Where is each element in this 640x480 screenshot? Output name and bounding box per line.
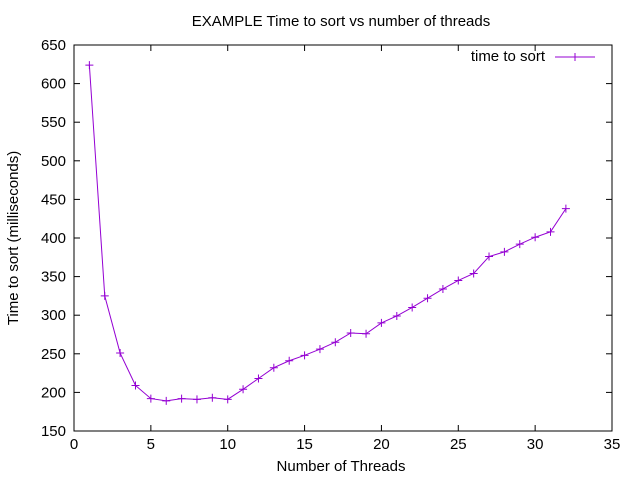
data-point-marker	[315, 345, 324, 354]
data-point-marker	[454, 276, 463, 285]
y-tick-label: 350	[41, 269, 66, 286]
chart-title: EXAMPLE Time to sort vs number of thread…	[192, 13, 490, 30]
legend-marker-sample	[571, 53, 579, 61]
data-point-marker	[177, 394, 186, 403]
legend-plus-marker	[571, 53, 579, 61]
data-point-marker	[162, 396, 171, 405]
series-layer	[85, 61, 570, 405]
data-point-marker	[423, 294, 432, 303]
data-point-marker	[285, 356, 294, 365]
data-point-marker	[362, 329, 371, 338]
y-axis-label: Time to sort (milliseconds)	[5, 151, 22, 325]
x-tick-label: 35	[604, 436, 621, 453]
data-point-marker	[223, 395, 232, 404]
y-tick-label: 300	[41, 307, 66, 324]
data-point-marker	[515, 240, 524, 249]
data-point-marker	[377, 318, 386, 327]
y-tick-label: 650	[41, 37, 66, 54]
data-point-marker	[438, 284, 447, 293]
plot-frame	[73, 44, 613, 432]
x-tick-label: 10	[219, 436, 236, 453]
data-point-marker	[531, 233, 540, 242]
data-point-marker	[85, 61, 94, 70]
data-point-marker	[561, 204, 570, 213]
x-tick-label: 0	[70, 436, 78, 453]
y-tick-label: 250	[41, 346, 66, 363]
data-point-marker	[485, 252, 494, 261]
data-point-marker	[254, 374, 263, 383]
series-line-time-to-sort	[88, 65, 567, 402]
data-point-marker	[192, 395, 201, 404]
y-tick-label: 450	[41, 191, 66, 208]
data-point-marker	[469, 269, 478, 278]
data-point-marker	[116, 349, 125, 358]
data-point-marker	[146, 394, 155, 403]
data-point-marker	[392, 311, 401, 320]
y-tick-label: 600	[41, 76, 66, 93]
x-axis: 0 5 10 15 20 25 30 35	[70, 45, 621, 453]
y-tick-label: 150	[41, 423, 66, 440]
data-point-marker	[239, 385, 248, 394]
x-tick-label: 30	[527, 436, 544, 453]
data-point-marker	[269, 363, 278, 372]
legend-entry-time-to-sort: time to sort	[471, 48, 546, 65]
x-tick-label: 25	[450, 436, 467, 453]
data-point-marker	[131, 381, 140, 390]
x-axis-label: Number of Threads	[277, 458, 406, 475]
x-tick-label: 20	[373, 436, 390, 453]
data-point-marker	[500, 247, 509, 256]
y-tick-label: 500	[41, 153, 66, 170]
y-tick-label: 200	[41, 384, 66, 401]
data-point-marker	[300, 351, 309, 360]
data-point-marker	[208, 393, 217, 402]
x-tick-label: 5	[147, 436, 155, 453]
data-point-marker	[331, 338, 340, 347]
legend: time to sort	[471, 48, 595, 65]
y-tick-label: 550	[41, 114, 66, 131]
data-point-marker	[346, 328, 355, 337]
y-tick-label: 400	[41, 230, 66, 247]
data-point-marker	[100, 291, 109, 300]
data-point-marker	[546, 227, 555, 236]
y-axis: 150 200 250 300 350 400 450 500 550 600 650	[41, 37, 612, 440]
data-point-marker	[408, 303, 417, 312]
x-tick-label: 15	[296, 436, 313, 453]
